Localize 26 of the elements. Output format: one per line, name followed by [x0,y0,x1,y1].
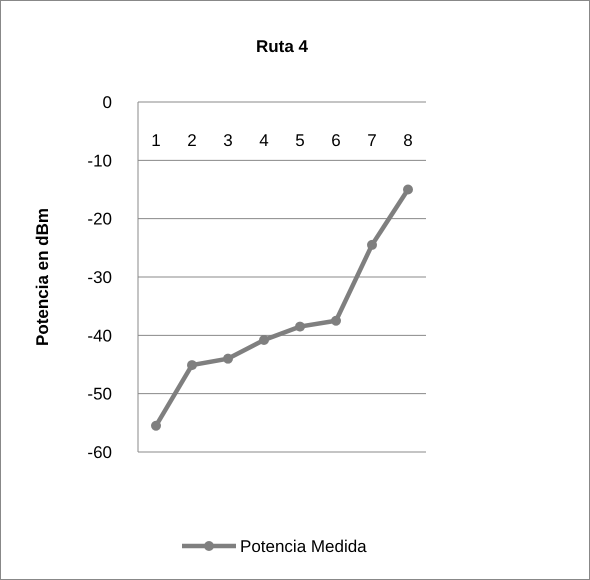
x-tick-label: 1 [151,131,161,150]
y-tick-label: -50 [87,384,112,404]
point [223,354,233,364]
point [187,360,197,370]
point [295,322,305,332]
x-tick-label: 8 [403,131,413,150]
y-tick-label: -60 [87,442,112,462]
x-tick-label: 2 [187,131,197,150]
point [403,184,413,194]
y-axis-title: Potencia en dBm [33,208,52,346]
y-tick-label: -10 [87,151,112,170]
x-tick-label: 5 [295,131,305,150]
y-tick-label: -40 [87,326,112,346]
x-tick-label: 4 [259,131,269,150]
point [331,316,341,326]
point [259,335,269,345]
x-tick-label: 6 [331,131,341,150]
y-tick-label: -30 [87,268,112,287]
x-tick-label: 3 [223,131,233,150]
chart-title: Ruta 4 [256,37,309,56]
legend-label: Potencia Medida [240,536,368,556]
x-tick-label: 7 [367,131,377,150]
y-tick-label: -20 [87,210,112,229]
point [367,240,377,250]
point [151,420,161,431]
y-tick-label: 0 [102,92,112,112]
